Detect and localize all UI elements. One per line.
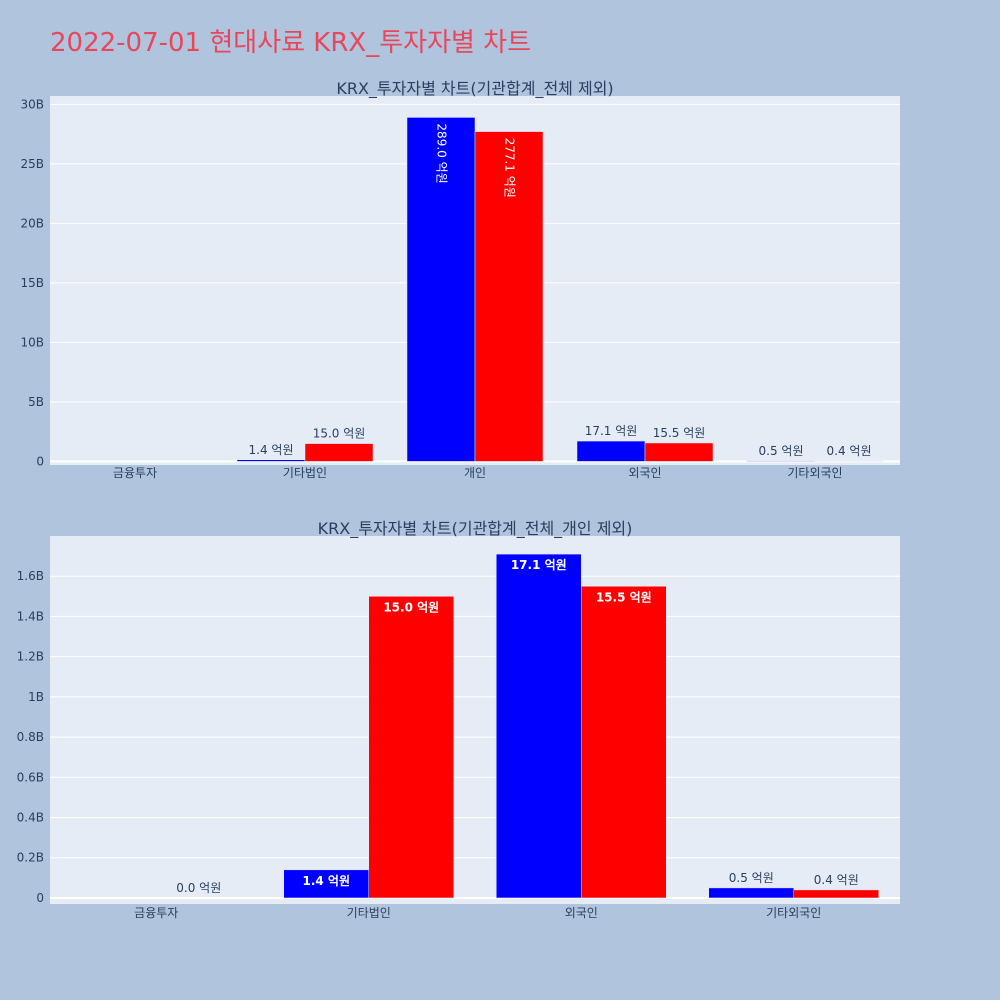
x-tick-label: 기타외국인 <box>766 906 821 920</box>
y-tick-label: 20B <box>20 216 44 230</box>
y-tick-label: 10B <box>20 335 44 349</box>
y-tick-label: 15B <box>20 276 44 290</box>
bar <box>406 117 476 462</box>
bar-label: 277.1 억원 <box>503 138 517 198</box>
bar <box>793 889 879 899</box>
bar <box>708 887 794 899</box>
bar-label: 17.1 억원 <box>585 424 638 438</box>
bar-label: 0.5 억원 <box>759 444 804 458</box>
bar <box>496 553 582 899</box>
y-tick-label: 1.2B <box>17 650 44 664</box>
bar-label: 15.5 억원 <box>596 590 652 604</box>
x-tick-label: 외국인 <box>628 466 661 480</box>
bar <box>236 459 306 462</box>
y-tick-label: 0.4B <box>17 811 44 825</box>
y-tick-label: 1B <box>28 690 44 704</box>
bar <box>746 460 816 462</box>
y-tick-label: 1.4B <box>17 609 44 623</box>
bar-label: 1.4 억원 <box>302 874 350 888</box>
x-tick-label: 개인 <box>464 466 486 480</box>
bar-label: 0.5 억원 <box>729 871 774 885</box>
chart-title: KRX_투자자별 차트(기관합계_전체 제외) <box>336 79 613 99</box>
y-tick-label: 30B <box>20 97 44 111</box>
bar <box>576 440 646 462</box>
bar-label: 0.4 억원 <box>814 873 859 887</box>
y-tick-label: 0 <box>36 891 44 905</box>
bar-label: 15.0 억원 <box>383 600 439 614</box>
bar <box>368 596 454 899</box>
y-tick-label: 0.6B <box>17 770 44 784</box>
y-tick-label: 5B <box>28 395 44 409</box>
x-tick-label: 외국인 <box>565 906 598 920</box>
bar <box>644 442 714 462</box>
x-tick-label: 기타법인 <box>283 466 327 480</box>
bar <box>283 869 369 899</box>
chart-title: KRX_투자자별 차트(기관합계_전체_개인 제외) <box>318 519 633 539</box>
bar-label: 0.4 억원 <box>827 444 872 458</box>
y-tick-label: 0 <box>36 454 44 468</box>
x-tick-label: 금융투자 <box>134 906 178 920</box>
x-tick-label: 기타법인 <box>347 906 391 920</box>
y-tick-label: 25B <box>20 157 44 171</box>
y-tick-label: 0.8B <box>17 730 44 744</box>
bar <box>304 443 374 462</box>
bar-label: 1.4 억원 <box>249 443 294 457</box>
bar-label: 15.5 억원 <box>653 426 706 440</box>
x-tick-label: 금융투자 <box>113 466 157 480</box>
bar-label: 17.1 억원 <box>511 558 567 572</box>
page-title: 2022-07-01 현대사료 KRX_투자자별 차트 <box>50 28 532 58</box>
bar-label: 0.0 억원 <box>176 881 221 895</box>
bar <box>474 131 544 462</box>
x-tick-label: 기타외국인 <box>787 466 842 480</box>
bar-label: 15.0 억원 <box>313 427 366 441</box>
y-tick-label: 1.6B <box>17 569 44 583</box>
y-tick-label: 0.2B <box>17 851 44 865</box>
bar <box>581 586 667 899</box>
plot-area <box>50 536 900 904</box>
bar-label: 289.0 억원 <box>435 123 449 183</box>
